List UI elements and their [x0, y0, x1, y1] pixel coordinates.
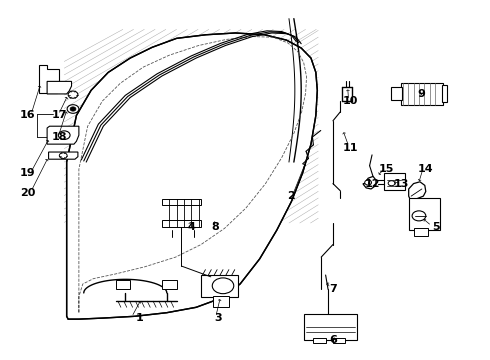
Bar	[384, 173, 405, 190]
Text: 13: 13	[393, 179, 409, 189]
Polygon shape	[67, 33, 318, 319]
Bar	[304, 315, 357, 339]
Bar	[401, 83, 443, 105]
Text: 1: 1	[136, 313, 144, 323]
Bar	[314, 338, 326, 343]
Text: 17: 17	[51, 111, 67, 121]
Circle shape	[59, 153, 67, 158]
Circle shape	[412, 211, 426, 221]
Text: 18: 18	[51, 132, 67, 142]
Text: 15: 15	[379, 164, 394, 174]
Bar	[414, 228, 428, 235]
Circle shape	[67, 105, 79, 113]
Circle shape	[388, 181, 395, 186]
Bar	[162, 199, 201, 205]
Circle shape	[68, 91, 78, 98]
Circle shape	[212, 278, 234, 294]
Bar	[162, 220, 201, 226]
Text: 10: 10	[343, 96, 358, 106]
Text: 11: 11	[343, 143, 358, 153]
Circle shape	[365, 180, 371, 185]
Text: 14: 14	[418, 164, 434, 174]
Bar	[442, 85, 447, 102]
Bar	[409, 198, 441, 230]
Text: 3: 3	[214, 313, 222, 323]
Polygon shape	[47, 126, 79, 144]
Text: 9: 9	[417, 89, 425, 99]
Bar	[213, 296, 229, 307]
Bar	[162, 280, 176, 289]
Bar	[116, 280, 130, 289]
Text: 19: 19	[20, 168, 35, 178]
Text: 8: 8	[212, 222, 220, 231]
Text: 5: 5	[432, 222, 440, 231]
Text: 4: 4	[187, 222, 195, 231]
Text: 20: 20	[20, 188, 35, 198]
Text: 12: 12	[364, 179, 380, 189]
Circle shape	[58, 131, 70, 139]
Bar	[391, 87, 402, 100]
Polygon shape	[39, 65, 59, 93]
Text: 6: 6	[329, 334, 337, 345]
Text: 7: 7	[329, 284, 337, 294]
Circle shape	[70, 107, 76, 111]
Polygon shape	[47, 81, 72, 94]
Bar	[201, 275, 238, 297]
Text: 16: 16	[20, 111, 35, 121]
Text: 2: 2	[288, 191, 295, 201]
Bar	[333, 338, 345, 343]
Polygon shape	[49, 152, 78, 159]
